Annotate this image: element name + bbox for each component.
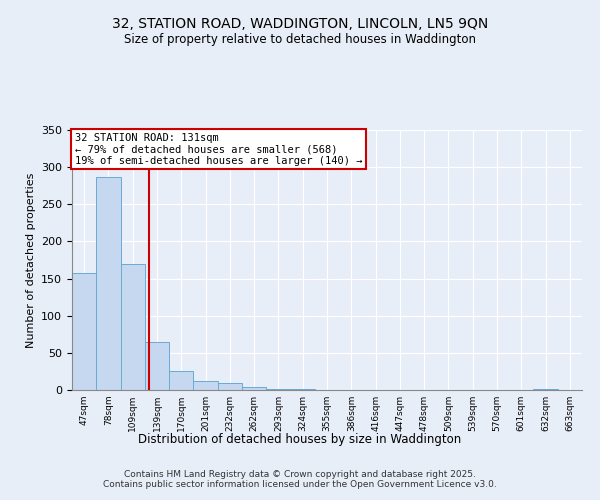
Text: 32 STATION ROAD: 131sqm
← 79% of detached houses are smaller (568)
19% of semi-d: 32 STATION ROAD: 131sqm ← 79% of detache… (74, 132, 362, 166)
Y-axis label: Number of detached properties: Number of detached properties (26, 172, 35, 348)
Bar (218, 384, 242, 390)
Text: 32, STATION ROAD, WADDINGTON, LINCOLN, LN5 9QN: 32, STATION ROAD, WADDINGTON, LINCOLN, L… (112, 18, 488, 32)
Bar (193, 381, 218, 390)
Bar (242, 387, 266, 390)
Bar (169, 372, 193, 390)
Text: Distribution of detached houses by size in Waddington: Distribution of detached houses by size … (139, 432, 461, 446)
Text: Contains public sector information licensed under the Open Government Licence v3: Contains public sector information licen… (103, 480, 497, 489)
Text: Contains HM Land Registry data © Crown copyright and database right 2025.: Contains HM Land Registry data © Crown c… (124, 470, 476, 479)
Text: Size of property relative to detached houses in Waddington: Size of property relative to detached ho… (124, 32, 476, 46)
Bar (72, 274, 96, 390)
Bar (96, 177, 121, 390)
Bar (121, 264, 145, 390)
Bar (266, 388, 290, 390)
Bar (145, 342, 169, 390)
